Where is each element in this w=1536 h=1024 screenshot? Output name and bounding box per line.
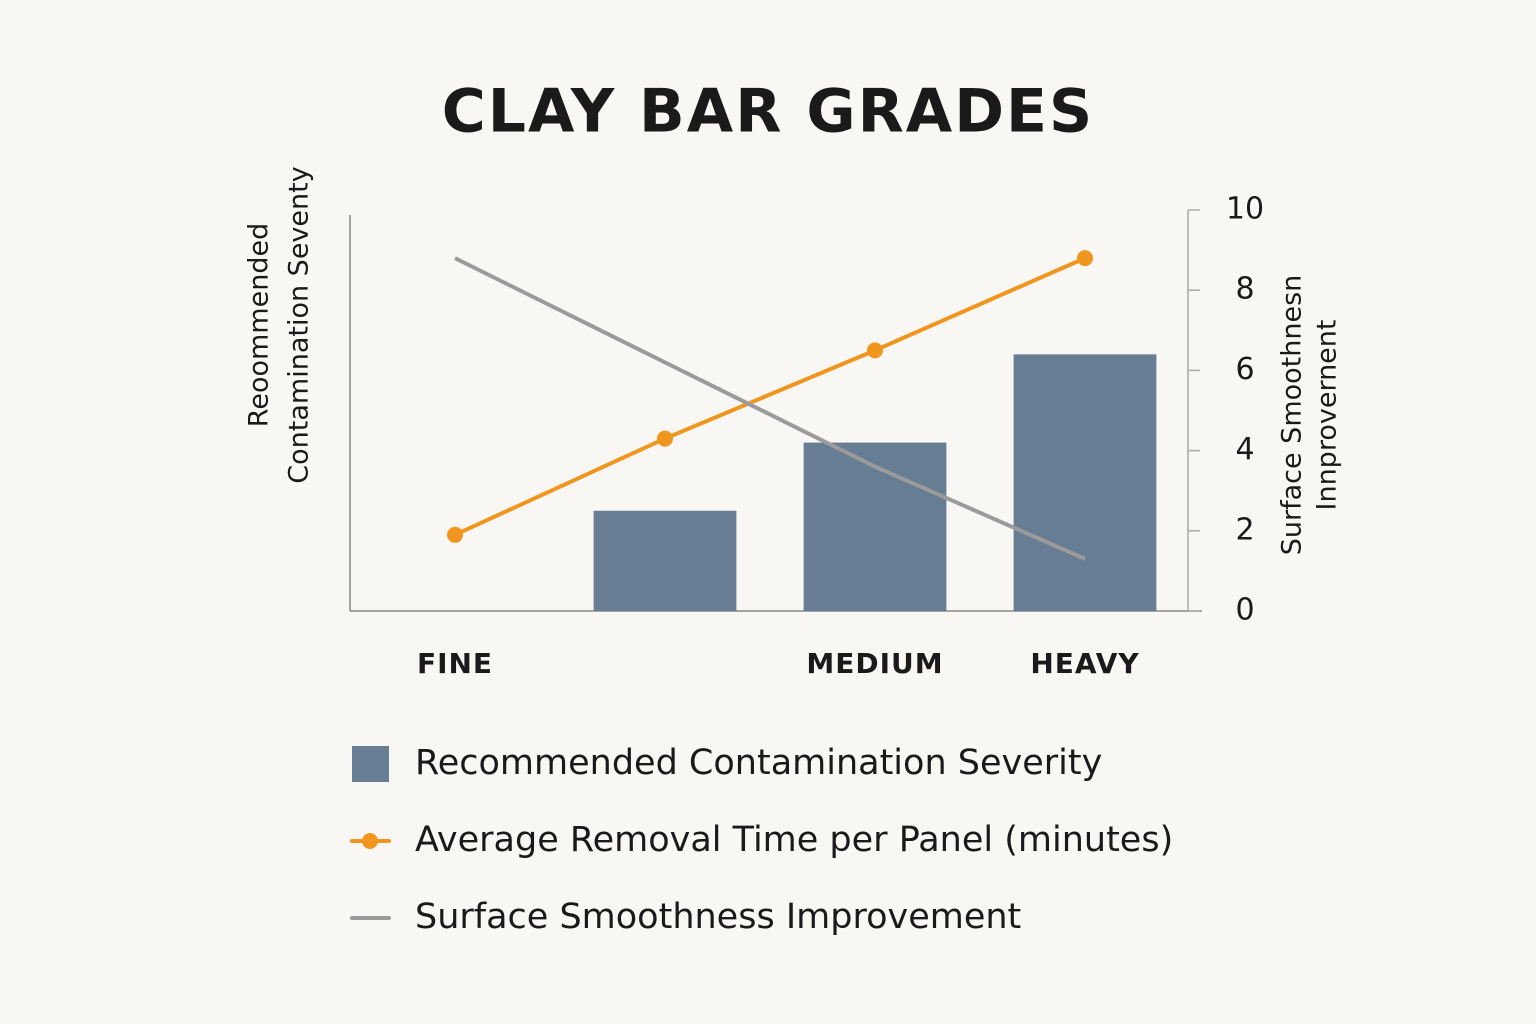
y-label-line: Reoommended	[244, 223, 275, 427]
legend-label: Average Removal Time per Panel (minutes)	[415, 820, 1173, 860]
y-tick-label: 6	[1235, 352, 1254, 387]
y-tick-label: 8	[1235, 272, 1254, 307]
legend-swatch	[352, 746, 389, 782]
y-label-line: Contamination Seventy	[284, 166, 315, 483]
y-tick-label: 2	[1235, 512, 1254, 547]
legend-label: Surface Smoothness Improvement	[415, 897, 1021, 937]
y-tick-label: 4	[1235, 432, 1254, 467]
marker	[657, 430, 673, 447]
legend-marker	[362, 833, 378, 849]
x-tick-label: HEAVY	[1030, 647, 1139, 680]
y-label-line: Surface Smoothnesn	[1277, 275, 1308, 556]
chart-title: CLAY BAR GRADES	[442, 77, 1094, 147]
marker	[1077, 250, 1093, 267]
y-label: Reoommended Contamination Seventy	[244, 166, 315, 483]
y-tick-label: 10	[1226, 192, 1264, 227]
bar	[593, 510, 737, 611]
legend-label: Recommended Contamination Severity	[415, 743, 1102, 783]
marker	[447, 526, 463, 543]
line	[454, 256, 1086, 537]
line	[454, 256, 1086, 561]
y-tick-label: 0	[1235, 593, 1254, 628]
x-tick-label: MEDIUM	[806, 647, 943, 680]
y-label-line: Innprovernent	[1312, 320, 1343, 511]
marker	[867, 342, 883, 359]
y-label-right: Surface Smoothnesn Innprovernent	[1277, 275, 1343, 556]
x-tick-label: FINE	[417, 647, 493, 680]
bar	[1013, 354, 1157, 611]
bar	[803, 442, 947, 611]
